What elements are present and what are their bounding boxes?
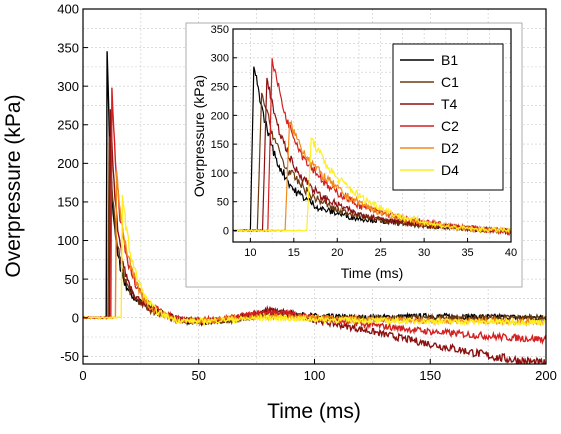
inset-series-d4 — [233, 137, 511, 234]
inset-x-tick-label: 30 — [418, 247, 430, 259]
inset-x-tick-label: 35 — [461, 247, 473, 259]
inset-y-tick-label: 100 — [211, 168, 229, 180]
inset-y-tick-label: 250 — [211, 82, 229, 94]
main-y-tick-label: 0 — [72, 310, 79, 325]
legend-label-b1: B1 — [441, 52, 458, 68]
main-y-tick-label: 50 — [65, 272, 79, 287]
main-x-axis-label: Time (ms) — [267, 400, 361, 423]
legend-label-t4: T4 — [441, 96, 458, 112]
legend-label-d2: D2 — [441, 140, 459, 156]
inset-y-tick-label: 350 — [211, 24, 229, 36]
inset-y-axis-label: Overpressure (kPa) — [191, 75, 207, 197]
inset-y-tick-label: 50 — [217, 197, 229, 209]
main-y-tick-label: 200 — [57, 156, 79, 171]
inset-x-tick-label: 20 — [331, 247, 343, 259]
inset-plot: 10 15 20 25 30 35 40 0 50 100 150 200 250 300 350 Time… — [185, 22, 523, 288]
inset-x-tick-label: 15 — [288, 247, 300, 259]
inset-legend: B1 C1 T4 C2 D2 D4 — [392, 43, 504, 191]
legend-label-d4: D4 — [441, 162, 459, 178]
main-y-tick-label: 350 — [57, 40, 79, 55]
main-y-tick-label: -50 — [60, 349, 79, 364]
main-x-tick-label: 50 — [192, 368, 206, 383]
inset-x-axis-label: Time (ms) — [341, 265, 403, 281]
inset-y-tick-label: 300 — [211, 53, 229, 65]
main-y-tick-label: 300 — [57, 79, 79, 94]
inset-ticks: 10 15 20 25 30 35 40 0 50 100 150 200 250 300 350 — [211, 24, 517, 259]
inset-y-tick-label: 200 — [211, 110, 229, 122]
main-series-d4 — [83, 194, 546, 327]
main-y-tick-label: 100 — [57, 233, 79, 248]
main-series-group — [83, 51, 546, 364]
legend-label-c1: C1 — [441, 74, 459, 90]
legend-label-c2: C2 — [441, 118, 459, 134]
main-x-tick-label: 200 — [535, 368, 557, 383]
main-y-axis-label: Overpressure (kPa) — [2, 94, 25, 277]
inset-series-group — [233, 58, 511, 237]
inset-x-tick-label: 40 — [505, 247, 517, 259]
main-y-tick-label: 150 — [57, 195, 79, 210]
main-x-tick-label: 100 — [304, 368, 326, 383]
main-x-tick-label: 0 — [79, 368, 86, 383]
legend-box — [392, 43, 504, 191]
inset-plot-frame — [232, 28, 512, 243]
inset-x-tick-label: 10 — [244, 247, 256, 259]
main-y-tick-label: 250 — [57, 117, 79, 132]
main-x-tick-label: 150 — [419, 368, 441, 383]
inset-y-tick-label: 150 — [211, 139, 229, 151]
inset-x-tick-label: 25 — [375, 247, 387, 259]
main-y-tick-label: 400 — [57, 2, 79, 17]
inset-y-tick-label: 0 — [223, 225, 229, 237]
